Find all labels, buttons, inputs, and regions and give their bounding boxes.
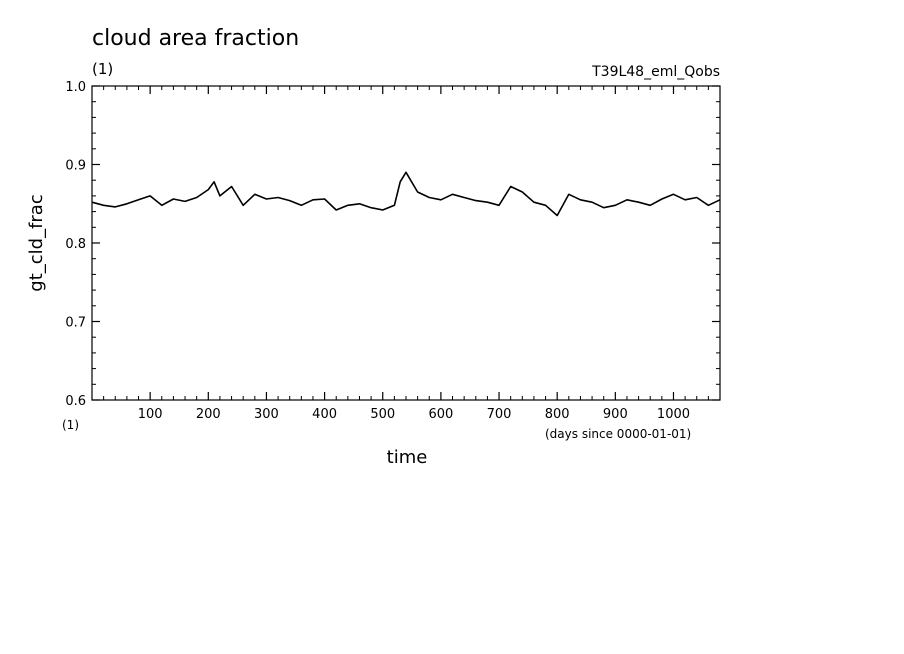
y-axis-ticks: 0.6 0.7 0.8 0.9 1.0: [65, 80, 720, 409]
x-axis-label: time: [387, 447, 428, 468]
x-tick-label: 200: [196, 407, 221, 422]
y-tick-label: 0.8: [65, 237, 86, 252]
chart-title: cloud area fraction: [92, 26, 299, 51]
x-axis-ticks: 100 200 300 400 500 600 700 800 900 1000: [103, 86, 709, 422]
x-tick-label: 900: [603, 407, 628, 422]
title-units: (1): [92, 60, 113, 78]
y-tick-label: 1.0: [65, 80, 86, 95]
x-tick-label: 600: [428, 407, 453, 422]
y-tick-label: 0.7: [65, 316, 86, 331]
x-tick-label: 500: [370, 407, 395, 422]
x-axis-units: (days since 0000-01-01): [545, 427, 691, 441]
x-tick-label: 100: [138, 407, 163, 422]
y-axis-units: (1): [62, 418, 79, 432]
y-axis-label: gt_cld_frac: [26, 194, 47, 291]
x-tick-label: 800: [545, 407, 570, 422]
run-label: T39L48_eml_Qobs: [591, 64, 720, 80]
series-line: [91, 171, 721, 217]
x-tick-label: 1000: [657, 407, 690, 422]
x-tick-label: 400: [312, 407, 337, 422]
plot-frame: [91, 85, 721, 401]
x-tick-label: 300: [254, 407, 279, 422]
y-tick-label: 0.6: [65, 394, 86, 409]
y-tick-label: 0.9: [65, 159, 86, 174]
x-tick-label: 700: [487, 407, 512, 422]
